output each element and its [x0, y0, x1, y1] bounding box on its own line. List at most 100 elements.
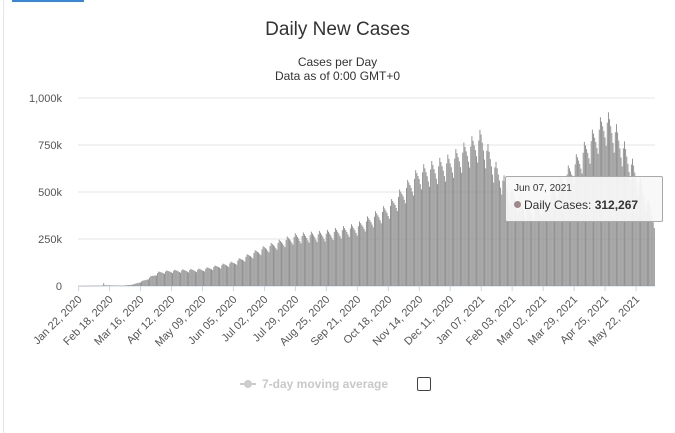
bar	[183, 269, 185, 286]
bar	[448, 158, 450, 286]
bar	[117, 285, 118, 287]
left-border	[3, 0, 4, 433]
bar	[637, 194, 639, 286]
bar	[446, 163, 448, 286]
bar	[399, 189, 401, 286]
bar	[151, 276, 153, 286]
bar	[419, 184, 421, 286]
bar	[377, 215, 379, 286]
legend-item-7-day-moving-average[interactable]: 7-day moving average	[240, 376, 388, 392]
bar	[471, 136, 473, 286]
bar	[225, 265, 227, 286]
bar	[427, 181, 429, 286]
bar	[461, 172, 463, 286]
bar	[240, 259, 242, 286]
bar	[431, 161, 433, 286]
bar	[635, 179, 637, 286]
bar	[255, 251, 257, 286]
bar	[372, 227, 374, 286]
bar	[253, 253, 255, 286]
bar	[138, 282, 140, 286]
bar	[121, 285, 123, 287]
bar	[188, 272, 190, 286]
bar	[531, 214, 533, 286]
bar	[128, 284, 130, 286]
bar	[143, 280, 145, 286]
bar	[276, 249, 278, 286]
bar	[493, 182, 495, 286]
bar	[82, 285, 84, 287]
bar	[472, 140, 474, 286]
bar	[254, 250, 256, 286]
bar	[87, 285, 89, 287]
bar	[186, 271, 188, 286]
bar	[518, 201, 520, 286]
bar	[645, 211, 647, 286]
bar	[166, 270, 168, 286]
bar	[552, 189, 554, 286]
bar	[232, 262, 234, 286]
bar	[495, 161, 497, 286]
bar	[119, 285, 121, 287]
bar	[323, 238, 325, 286]
bar	[90, 285, 92, 287]
bar	[123, 285, 125, 286]
bar	[157, 273, 159, 286]
bar	[394, 204, 396, 286]
bar	[406, 187, 407, 286]
bar	[445, 181, 446, 286]
bar	[173, 270, 175, 286]
bar	[223, 264, 225, 286]
bar	[110, 285, 112, 286]
moving-average-checkbox[interactable]	[417, 377, 431, 391]
bar	[318, 230, 320, 286]
bar	[336, 229, 338, 286]
bar	[102, 285, 104, 287]
bar	[219, 267, 221, 286]
bar	[260, 255, 262, 286]
bar	[633, 165, 635, 286]
bar	[462, 152, 464, 286]
bar	[131, 284, 133, 286]
bar	[130, 284, 132, 286]
bar	[537, 208, 539, 286]
bar	[95, 285, 97, 287]
bar	[160, 272, 162, 286]
bar	[196, 272, 198, 286]
bar	[398, 196, 399, 286]
bar	[320, 232, 321, 286]
y-tick-label: 1,000k	[29, 93, 63, 105]
bar	[507, 192, 508, 286]
bar	[359, 221, 360, 286]
bar	[391, 199, 393, 286]
bar	[638, 182, 640, 286]
bar	[159, 271, 161, 286]
bar	[332, 240, 334, 286]
bar	[566, 174, 568, 286]
y-axis: 0 250k 500k 750k 1,000k	[29, 93, 63, 293]
bar	[322, 236, 324, 286]
bar	[190, 268, 192, 286]
bar	[214, 265, 216, 286]
bar	[238, 258, 240, 286]
bar	[355, 232, 357, 286]
bar	[641, 184, 643, 286]
bar	[328, 231, 329, 286]
bar	[649, 204, 651, 286]
bar	[404, 203, 406, 286]
bar	[162, 273, 164, 286]
bar	[104, 285, 106, 286]
bar	[415, 170, 417, 286]
bar	[500, 187, 502, 286]
bar	[348, 237, 350, 286]
bar	[408, 182, 410, 286]
bar	[200, 269, 202, 286]
bar	[416, 173, 418, 286]
bar	[108, 285, 110, 286]
bar	[651, 216, 653, 286]
bar	[351, 224, 352, 286]
bar	[293, 237, 295, 286]
bar	[106, 285, 108, 286]
bar	[383, 206, 385, 286]
bar	[96, 285, 98, 287]
